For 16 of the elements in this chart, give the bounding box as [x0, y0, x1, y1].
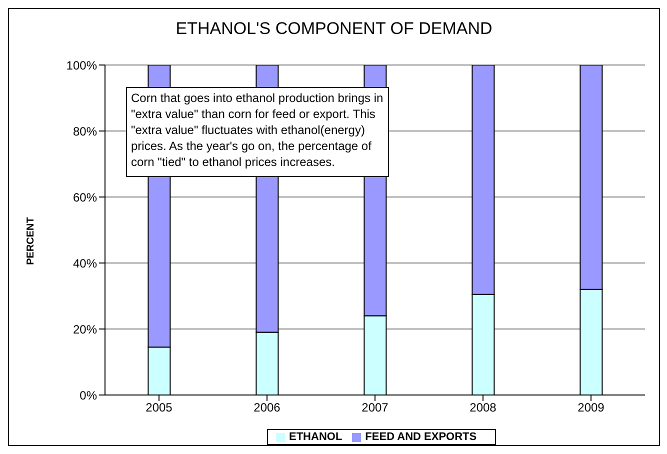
- x-tick-label: 2005: [146, 400, 173, 415]
- x-tick-label: 2006: [254, 400, 281, 415]
- legend-label: ETHANOL: [289, 431, 342, 443]
- y-tick-label: 60%: [72, 190, 98, 204]
- x-tick-label: 2008: [470, 400, 497, 415]
- y-tick-label: 100%: [66, 58, 98, 72]
- annotation: Corn that goes into ethanol production brings in "extra value" than corn for feed or export. This "extra value" fluctuates with ethanol(energy) prices. As the year's go on, the percentage of corn "tied" to ethanol prices increases.: [126, 87, 389, 177]
- y-tick-label: 40%: [72, 256, 98, 270]
- legend-label: FEED AND EXPORTS: [365, 431, 477, 443]
- x-tick-label: 2009: [578, 400, 605, 415]
- x-tick-label: 2007: [362, 400, 389, 415]
- y-tick-label: 20%: [72, 322, 98, 336]
- y-tick-label: 80%: [72, 124, 98, 138]
- y-axis-title: PERCENT: [26, 217, 36, 265]
- y-tick-label: 0%: [80, 388, 98, 402]
- chart-title: ETHANOL'S COMPONENT OF DEMAND: [174, 19, 494, 39]
